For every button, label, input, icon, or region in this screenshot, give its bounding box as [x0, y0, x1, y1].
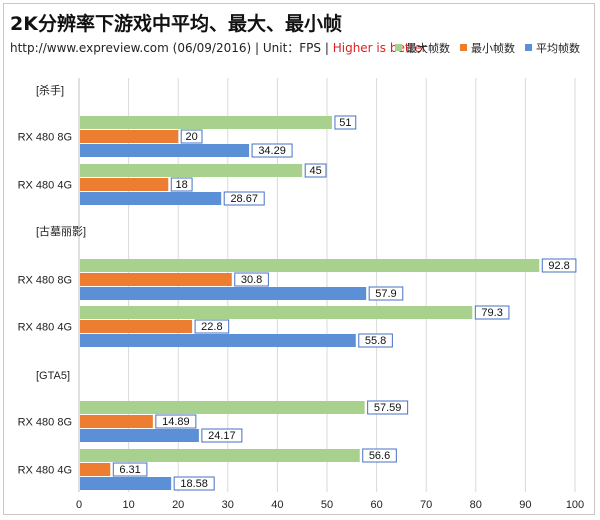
data-label: 92.8 [548, 260, 569, 272]
data-label-box [541, 258, 577, 273]
bar-avg [80, 334, 356, 347]
data-label-box [474, 305, 510, 320]
data-label-box [251, 143, 293, 158]
chart-title: 2K分辨率下游戏中平均、最大、最小帧 [10, 13, 342, 35]
data-label: 24.17 [208, 430, 236, 442]
legend-label-min: 最小帧数 [471, 42, 515, 55]
legend-label-max: 最大帧数 [406, 42, 450, 55]
chart-subtitle: http://www.expreview.com (06/09/2016) | … [10, 39, 427, 56]
legend-label-avg: 平均帧数 [536, 42, 580, 55]
data-label-box [362, 448, 397, 463]
chart-legend: 最大帧数 最小帧数 平均帧数 [395, 40, 590, 56]
legend-item-avg: 平均帧数 [525, 40, 580, 56]
legend-swatch-avg [525, 44, 532, 51]
bar-avg [80, 429, 199, 442]
bar-max [80, 401, 365, 414]
data-label-box [112, 462, 148, 477]
bar-min [80, 273, 232, 286]
x-tick-label: 0 [76, 499, 82, 511]
data-label: 55.8 [365, 335, 386, 347]
card-label: RX 480 8G [18, 132, 72, 144]
data-label-box [180, 129, 203, 144]
data-label: 56.6 [369, 450, 390, 462]
bar-max [80, 164, 303, 177]
bar-avg [80, 477, 172, 490]
legend-swatch-min [460, 44, 467, 51]
x-tick-label: 80 [470, 499, 482, 511]
bar-min [80, 178, 169, 191]
bar-avg [80, 192, 222, 205]
x-tick-label: 20 [172, 499, 184, 511]
bar-max [80, 116, 332, 129]
x-tick-label: 60 [370, 499, 382, 511]
data-label: 20 [185, 131, 197, 143]
bar-max [80, 449, 360, 462]
data-label-box [201, 428, 243, 443]
data-label: 30.8 [241, 274, 262, 286]
x-tick-label: 100 [566, 499, 584, 511]
data-label: 14.89 [162, 416, 190, 428]
data-label: 57.59 [374, 402, 402, 414]
data-label: 79.3 [481, 307, 502, 319]
card-label: RX 480 4G [18, 322, 72, 334]
bar-max [80, 306, 473, 319]
game-label: [GTA5] [36, 370, 70, 382]
legend-item-min: 最小帧数 [460, 40, 515, 56]
data-label-box [334, 115, 357, 130]
legend-swatch-max [395, 44, 402, 51]
data-label-box [358, 333, 393, 348]
bar-min [80, 320, 193, 333]
data-label: 22.8 [201, 321, 222, 333]
bar-avg [80, 144, 250, 157]
card-label: RX 480 8G [18, 275, 72, 287]
subtitle-highlight: Higher is better [332, 41, 427, 55]
data-label: 18 [176, 179, 188, 191]
card-label: RX 480 4G [18, 180, 72, 192]
data-label: 57.9 [375, 288, 396, 300]
data-label-box [304, 163, 327, 178]
data-label-box [234, 272, 269, 287]
bar-avg [80, 287, 367, 300]
x-tick-label: 40 [271, 499, 283, 511]
data-label: 28.67 [230, 193, 258, 205]
game-label: [杀手] [36, 83, 64, 97]
x-tick-label: 30 [222, 499, 234, 511]
bar-max [80, 259, 540, 272]
bar-min [80, 463, 111, 476]
x-tick-label: 50 [321, 499, 333, 511]
bar-min [80, 130, 179, 143]
data-label: 18.58 [180, 478, 208, 490]
game-label: [古墓丽影] [36, 225, 86, 238]
data-label: 45 [309, 165, 321, 177]
data-label-box [367, 400, 409, 415]
data-label-box [194, 319, 230, 334]
card-label: RX 480 8G [18, 417, 72, 429]
data-label-box [155, 414, 197, 429]
data-label: 34.29 [258, 145, 286, 157]
x-tick-label: 70 [420, 499, 432, 511]
data-label-box [170, 177, 193, 192]
data-label-box [173, 476, 215, 491]
data-label: 6.31 [119, 464, 140, 476]
x-tick-label: 10 [122, 499, 134, 511]
subtitle-source: http://www.expreview.com (06/09/2016) | … [10, 41, 333, 55]
legend-item-max: 最大帧数 [395, 40, 450, 56]
x-tick-label: 90 [519, 499, 531, 511]
data-label: 51 [339, 117, 351, 129]
card-label: RX 480 4G [18, 465, 72, 477]
data-label-box [368, 286, 404, 301]
bar-min [80, 415, 153, 428]
data-label-box [223, 191, 265, 206]
